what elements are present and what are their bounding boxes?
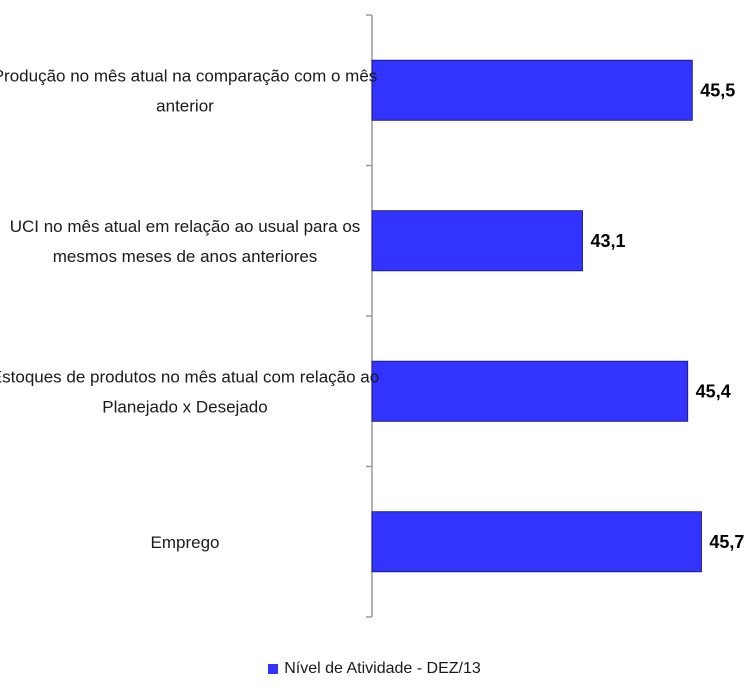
category-label: Estoques de produtos no mês atual com re… (0, 367, 379, 386)
category-label: Produção no mês atual na comparação com … (0, 66, 377, 85)
legend: Nível de Atividade - DEZ/13 (0, 660, 749, 678)
category-label: anterior (156, 96, 214, 115)
category-label: UCI no mês atual em relação ao usual par… (10, 217, 361, 236)
bar (371, 59, 693, 121)
bar (371, 210, 583, 272)
category-label: Emprego (151, 533, 220, 552)
legend-swatch (268, 664, 279, 674)
category-label: Planejado x Desejado (102, 397, 267, 416)
bar (371, 511, 702, 573)
value-label: 43,1 (590, 231, 625, 251)
bar-chart: 45,5 Produção no mês atual na comparação … (0, 14, 744, 618)
bar (371, 360, 689, 422)
value-label: 45,4 (696, 381, 731, 401)
value-label: 45,7 (709, 532, 744, 552)
legend-label: Nível de Atividade - DEZ/13 (284, 660, 481, 677)
value-label: 45,5 (700, 80, 735, 100)
category-label: mesmos meses de anos anteriores (53, 247, 318, 266)
